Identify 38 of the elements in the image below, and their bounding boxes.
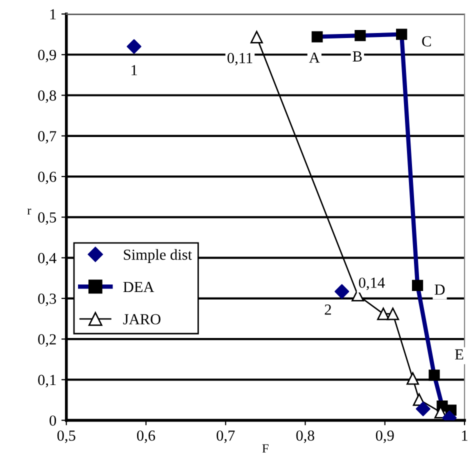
y-tick-label: 0,2: [38, 334, 56, 347]
legend-label: JARO: [123, 314, 160, 324]
point: [416, 402, 430, 416]
y-tick-label: 0,7: [38, 131, 56, 144]
legend-label: DEA: [123, 282, 154, 292]
point: [377, 308, 390, 320]
point: [126, 39, 142, 54]
point: [334, 284, 350, 299]
x-axis-title: F: [262, 444, 268, 453]
point: [386, 308, 400, 320]
annotation: A: [309, 52, 320, 63]
y-tick-label: 0,8: [38, 90, 56, 103]
annotation: 0,11: [228, 52, 252, 66]
x-tick-label: 0,6: [137, 430, 156, 443]
y-tick-label: 0,9: [38, 50, 56, 62]
point: [406, 372, 420, 385]
y-tick-label: 0,5: [38, 212, 56, 225]
y-tick-label: 1: [50, 9, 56, 20]
y-tick-label: 0,1: [38, 374, 56, 388]
point: [352, 288, 364, 302]
y-axis-title: r: [27, 208, 32, 214]
annotation: D: [434, 284, 445, 295]
x-tick-label: 0,9: [376, 430, 394, 443]
annotation: 0,14: [358, 278, 385, 290]
annotation: B: [352, 51, 362, 62]
y-tick-label: 0,6: [38, 172, 56, 184]
x-tick-label: 1: [462, 430, 468, 441]
x-tick-label: 0,8: [296, 430, 314, 443]
y-tick-label: 0,4: [38, 252, 56, 266]
annotation: C: [422, 36, 431, 46]
y-tick-label: 0,3: [38, 294, 56, 306]
x-tick-label: 0,7: [216, 430, 235, 443]
annotation: E: [455, 349, 464, 360]
annotation: 2: [324, 304, 331, 315]
legend-label: Simple dist: [124, 249, 192, 263]
point: [250, 30, 263, 44]
y-tick-label: 0: [50, 415, 56, 426]
annotation: 1: [132, 65, 137, 76]
